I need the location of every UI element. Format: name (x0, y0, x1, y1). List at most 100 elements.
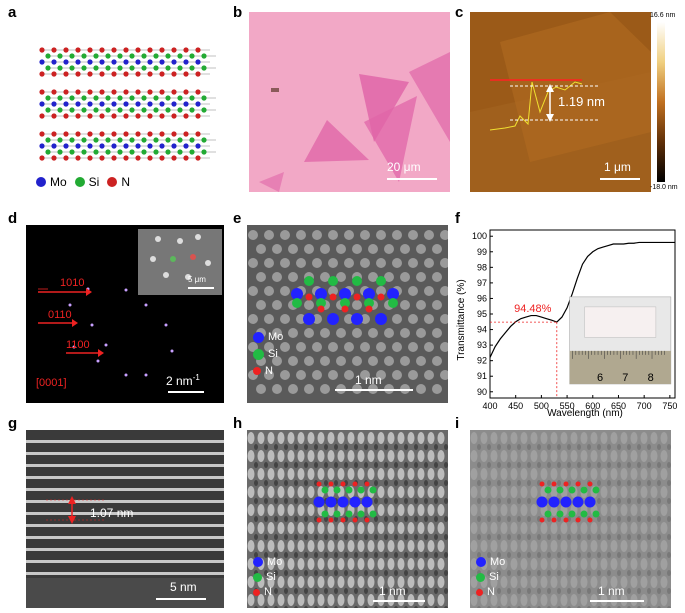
ruler-number: 8 (648, 372, 654, 384)
i-scale-label: 1 nm (598, 584, 625, 598)
zone-axis-label: [0001] (36, 377, 67, 389)
atomic-layer (26, 500, 224, 503)
si-atom (580, 486, 588, 494)
n-atom-icon (476, 588, 483, 596)
n-atom (364, 517, 370, 523)
n-atom (317, 305, 325, 313)
x-tick-label: 650 (611, 401, 626, 411)
mo-atom (572, 496, 584, 508)
panel-label-f: f (455, 210, 460, 227)
x-tick-label: 550 (560, 401, 575, 411)
mo-atom (560, 496, 572, 508)
n-atom (328, 481, 334, 487)
n-atom (563, 517, 569, 523)
mo-atom (349, 496, 361, 508)
si-atom (357, 486, 365, 494)
si-atom (556, 510, 564, 518)
h-legend-mo: Mo (253, 556, 282, 568)
panel-label-e: e (233, 210, 242, 227)
mo-atom (313, 496, 325, 508)
atomic-layer (26, 464, 224, 467)
si-atom (340, 298, 350, 308)
n-atom (352, 481, 358, 487)
mo-atom (351, 313, 363, 325)
diffraction-panel: 5 μm 1010 0110 1100 [0001] 2 nm-1 (26, 225, 224, 403)
mo-atom (363, 288, 375, 300)
index-0110: 0110 (48, 309, 72, 321)
atomic-layer (26, 440, 224, 443)
g-scale-label: 5 nm (170, 580, 197, 594)
panel-label-c: c (455, 4, 464, 21)
mo-atom (375, 313, 387, 325)
y-tick-label: 91 (477, 371, 487, 381)
y-tick-label: 92 (477, 356, 487, 366)
panel-label-g: g (8, 415, 18, 432)
y-tick-label: 90 (477, 387, 487, 397)
si-atom (568, 510, 576, 518)
si-atom (592, 510, 600, 518)
n-atom (340, 517, 346, 523)
afm-color-max: 16.6 nm (650, 12, 676, 19)
n-atom (365, 305, 373, 313)
si-atom (357, 510, 365, 518)
crystal-structure-panel: Mo Si N (30, 20, 220, 195)
cross-section-panel: 1.07 nm 5 nm (26, 430, 224, 608)
n-atom (551, 517, 557, 523)
e-legend-mo: Mo (253, 331, 283, 343)
optical-scale-label: 20 μm (387, 160, 421, 174)
n-atom (329, 293, 337, 301)
si-atom-icon (74, 177, 85, 187)
spacing-label: 1.07 nm (90, 506, 134, 520)
si-atom (376, 276, 386, 286)
si-atom (369, 510, 377, 518)
hrstem-panel: Mo Si N 1 nm (247, 430, 448, 608)
mo-atom-icon (476, 557, 486, 567)
n-atom-icon (253, 367, 261, 375)
panel-label-i: i (455, 415, 460, 432)
n-atom (575, 481, 581, 487)
si-atom (345, 510, 353, 518)
ruler-number: 6 (597, 372, 603, 384)
optical-image-panel: 20 μm (249, 12, 450, 192)
x-tick-label: 450 (508, 401, 523, 411)
n-atom (353, 293, 361, 301)
h-legend-si: Si (253, 571, 276, 583)
afm-topography (470, 12, 651, 192)
layered-lattice (26, 440, 224, 608)
mo-atom (315, 288, 327, 300)
n-atom (352, 517, 358, 523)
atomic-layer (26, 524, 224, 527)
mo-atom (584, 496, 596, 508)
peak-label: 94.48% (514, 303, 552, 315)
si-atom (592, 486, 600, 494)
chart-ylabel: Transmittance (%) (456, 279, 467, 360)
mo-atom (327, 313, 339, 325)
diffraction-scale-label: 2 nm-1 (166, 373, 200, 388)
atomic-layer (26, 536, 224, 539)
index-1100: 1100 (66, 339, 90, 351)
atomic-layer (26, 512, 224, 515)
si-atom (388, 298, 398, 308)
i-legend-si: Si (476, 571, 499, 583)
mo-atom-icon (253, 331, 264, 343)
si-atom (292, 298, 302, 308)
film-sample (584, 306, 657, 338)
diffraction-inset: 5 μm (138, 229, 222, 295)
afm-height-label: 1.19 nm (558, 94, 605, 109)
atomic-layer (26, 548, 224, 551)
chart-xlabel: Wavelength (nm) (547, 408, 623, 419)
phase-lattice (470, 432, 671, 608)
diffraction-pattern (38, 287, 174, 377)
si-atom (333, 510, 341, 518)
afm-color-bar (657, 22, 665, 182)
panel-label-a: a (8, 4, 17, 21)
si-atom-icon (476, 572, 485, 582)
optical-flakes (259, 52, 450, 192)
atomic-layer (26, 560, 224, 563)
i-scale-bar (590, 600, 644, 602)
atomic-layer (26, 452, 224, 455)
e-legend-si: Si (253, 348, 278, 360)
hrstem-lattice (247, 432, 448, 608)
n-atom (377, 293, 385, 301)
y-tick-label: 98 (477, 262, 487, 272)
